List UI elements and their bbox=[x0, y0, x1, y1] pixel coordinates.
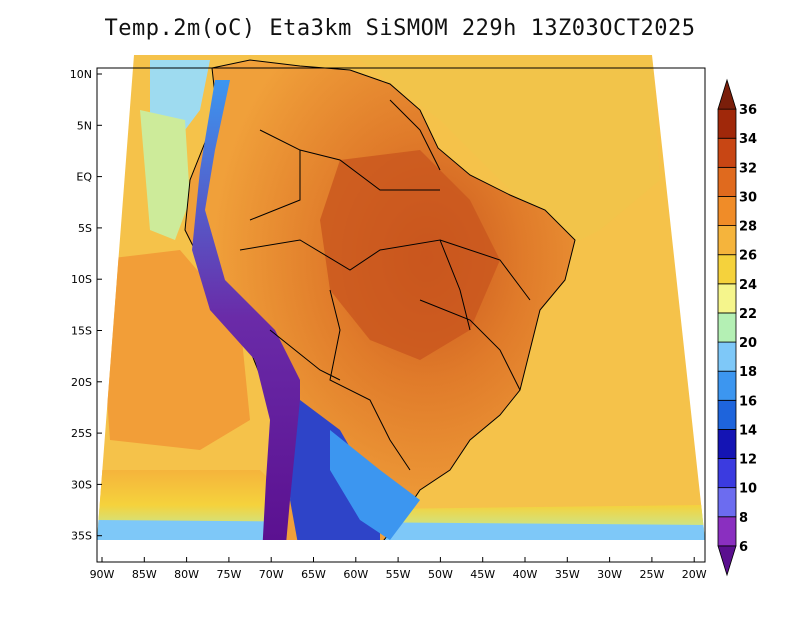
lon-label: 35W bbox=[555, 568, 580, 581]
border-line bbox=[299, 149, 440, 191]
lat-label: 5S bbox=[78, 222, 92, 235]
lon-label: 40W bbox=[513, 568, 538, 581]
lon-label: 50W bbox=[428, 568, 453, 581]
lon-label: 85W bbox=[132, 568, 157, 581]
lat-label: 10S bbox=[71, 273, 92, 286]
lon-label: 20W bbox=[682, 568, 707, 581]
lon-label: 80W bbox=[174, 568, 199, 581]
lon-label: 65W bbox=[301, 568, 326, 581]
border-line bbox=[249, 129, 301, 221]
lat-label: 25S bbox=[71, 427, 92, 440]
country-borders bbox=[239, 99, 531, 471]
border-line bbox=[329, 289, 411, 471]
andes-cold-spine bbox=[192, 80, 300, 540]
longitude-axis: 90W 85W 80W 75W 70W 65W 60W 55W 50W 45W 40W 35W 30W 2… bbox=[90, 557, 707, 581]
lon-label: 45W bbox=[470, 568, 495, 581]
pacific-coastal-green bbox=[140, 110, 190, 240]
lon-label: 55W bbox=[386, 568, 411, 581]
lon-label: 60W bbox=[343, 568, 368, 581]
latitude-axis: 10N 5N EQ 5S 10S 15S 20S 25S 30S 35S bbox=[70, 68, 102, 543]
pampas-cool-region bbox=[330, 430, 420, 540]
border-line bbox=[389, 99, 441, 171]
hot-interior-region bbox=[320, 150, 500, 360]
lat-label: 35S bbox=[71, 530, 92, 543]
lon-label: 25W bbox=[639, 568, 664, 581]
lon-label: 75W bbox=[216, 568, 241, 581]
lat-label: 20S bbox=[71, 376, 92, 389]
lat-label: 15S bbox=[71, 325, 92, 338]
lon-label: 70W bbox=[259, 568, 284, 581]
lat-label: EQ bbox=[76, 171, 92, 184]
border-line bbox=[419, 299, 521, 391]
lat-label: 10N bbox=[70, 68, 92, 81]
lat-label: 5N bbox=[77, 119, 92, 132]
border-line bbox=[239, 239, 471, 331]
border-line bbox=[439, 239, 531, 301]
lon-label: 30W bbox=[597, 568, 622, 581]
axes-frame bbox=[96, 67, 706, 563]
lon-label: 90W bbox=[90, 568, 115, 581]
map-title: Temp.2m(oC) Eta3km SiSMOM 229h 13Z03OCT2… bbox=[104, 16, 696, 41]
map-domain bbox=[97, 55, 705, 540]
warm-atlantic-region bbox=[360, 60, 660, 250]
far-south-cold-band bbox=[97, 520, 705, 540]
lat-label: 30S bbox=[71, 478, 92, 491]
border-line bbox=[269, 329, 341, 381]
